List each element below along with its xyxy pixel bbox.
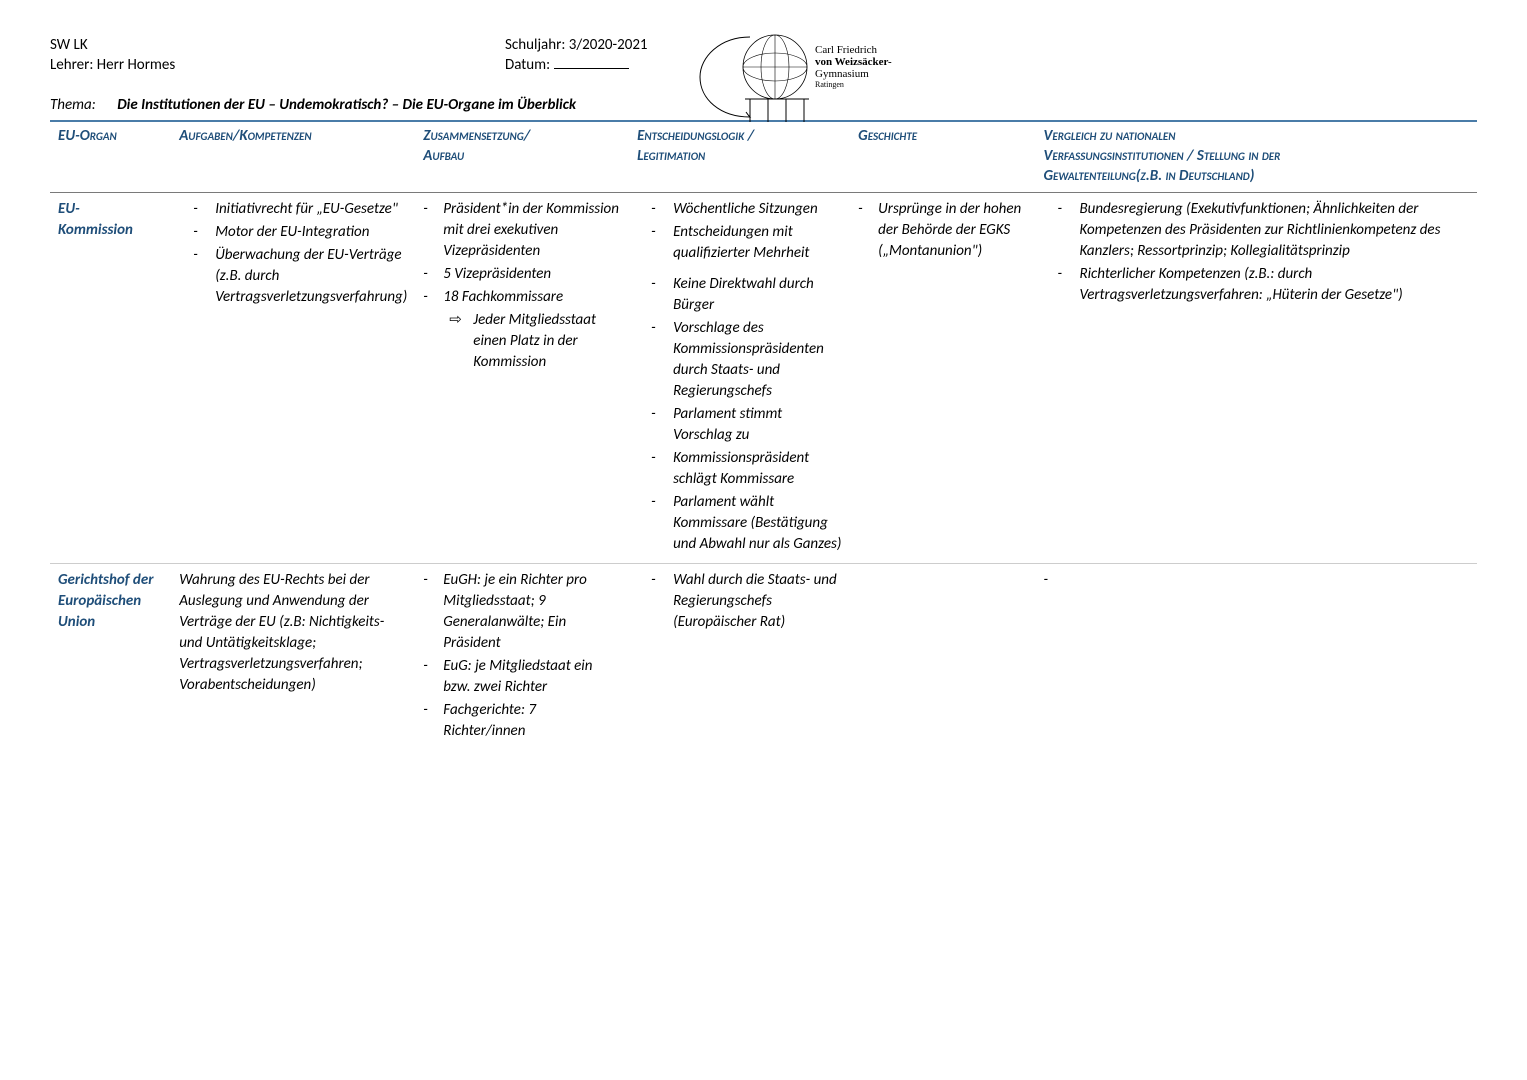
empty-dash [1043, 570, 1469, 591]
list-item: Vorschlage des Kommissionspräsidenten du… [637, 318, 842, 402]
course: SW LK [50, 35, 505, 55]
list-item: Präsident*in der Kommission mit drei exe… [423, 199, 621, 262]
row1-organ-b: Kommission [58, 221, 133, 239]
datum-label: Datum: [505, 56, 550, 74]
logo-text-3: Gymnasium [815, 68, 869, 80]
logo-text-1: Carl Friedrich [815, 44, 878, 56]
list-item: Kommissionspräsident schlägt Kommissare [637, 448, 842, 490]
list-item: Initiativrecht für „EU-Gesetze" [179, 199, 407, 220]
row1-organ: EU- Kommission [50, 193, 171, 564]
list-item: Wahl durch die Staats- und Regierungsche… [637, 570, 842, 633]
table-row: EU- Kommission Initiativrecht für „EU-Ge… [50, 193, 1477, 564]
row2-geschichte [850, 564, 1035, 751]
row1-geschichte: Ursprünge in der hohen der Behörde der E… [850, 193, 1035, 564]
col-header-zusammensetzung: Zusammensetzung/ Aufbau [415, 121, 629, 193]
list-item: Keine Direktwahl durch Bürger [637, 274, 842, 316]
col-header-z-a: Zusammensetzung/ [423, 127, 530, 145]
row1-entscheidung: Wöchentliche Sitzungen Entscheidungen mi… [629, 193, 850, 564]
row1-vergleich: Bundesregierung (Exekutivfunktionen; Ähn… [1035, 193, 1477, 564]
table-row: Gerichtshof der Europäischen Union Wahru… [50, 564, 1477, 751]
row1-aufgaben: Initiativrecht für „EU-Gesetze" Motor de… [171, 193, 415, 564]
datum-blank [554, 68, 629, 69]
meta-left: SW LK Lehrer: Herr Hormes [50, 35, 505, 76]
col-header-e-b: Legitimation [637, 147, 705, 165]
list-item: Entscheidungen mit qualifizierter Mehrhe… [637, 222, 842, 264]
list-item: Ursprünge in der hohen der Behörde der E… [858, 199, 1027, 262]
row1-zusammensetzung: Präsident*in der Kommission mit drei exe… [415, 193, 629, 564]
list-item: Parlament wählt Kommissare (Bestätigung … [637, 492, 842, 555]
col-header-v-c: Gewaltenteilung(z.B. in Deutschland) [1043, 167, 1254, 185]
logo-text-2: von Weizsäcker- [815, 56, 892, 68]
col-header-entscheidung: Entscheidungslogik / Legitimation [629, 121, 850, 193]
list-item: 5 Vizepräsidenten [423, 264, 621, 285]
school-logo: Carl Friedrich von Weizsäcker- Gymnasium… [690, 27, 900, 122]
teacher: Lehrer: Herr Hormes [50, 55, 505, 75]
header-row: EU-Organ Aufgaben/Kompetenzen Zusammense… [50, 121, 1477, 193]
list-item: EuGH: je ein Richter pro Mitgliedsstaat;… [423, 570, 621, 654]
col-header-organ: EU-Organ [50, 121, 171, 193]
list-item: EuG: je Mitgliedstaat ein bzw. zwei Rich… [423, 656, 621, 698]
list-item: Fachgerichte: 7 Richter/innen [423, 700, 621, 742]
logo-text-4: Ratingen [815, 80, 844, 89]
list-item: Überwachung der EU-Verträge (z.B. durch … [179, 245, 407, 308]
row1-organ-a: EU- [58, 200, 80, 218]
list-item: Wöchentliche Sitzungen [637, 199, 842, 220]
list-item: Parlament stimmt Vorschlag zu [637, 404, 842, 446]
thema-text: Die Institutionen der EU – Undemokratisc… [117, 96, 576, 114]
list-item-text: 18 Fachkommissare [443, 288, 563, 306]
col-header-e-a: Entscheidungslogik / [637, 127, 754, 145]
page-header: SW LK Lehrer: Herr Hormes Schuljahr: 3/2… [50, 35, 1477, 114]
col-header-z-b: Aufbau [423, 147, 464, 165]
col-header-vergleich: Vergleich zu nationalen Verfassungsinsti… [1035, 121, 1477, 193]
thema-label: Thema: [50, 96, 96, 114]
list-item: Richterlicher Kompetenzen (z.B.: durch V… [1043, 264, 1469, 306]
col-header-v-b: Verfassungsinstitutionen / Stellung in d… [1043, 147, 1280, 165]
main-table: EU-Organ Aufgaben/Kompetenzen Zusammense… [50, 120, 1477, 751]
row2-zusammensetzung: EuGH: je ein Richter pro Mitgliedsstaat;… [415, 564, 629, 751]
list-item: Bundesregierung (Exekutivfunktionen; Ähn… [1043, 199, 1469, 262]
row2-entscheidung: Wahl durch die Staats- und Regierungsche… [629, 564, 850, 751]
row2-aufgaben: Wahrung des EU-Rechts bei der Auslegung … [171, 564, 415, 751]
col-header-v-a: Vergleich zu nationalen [1043, 127, 1175, 145]
col-header-aufgaben: Aufgaben/Kompetenzen [171, 121, 415, 193]
list-item: Motor der EU-Integration [179, 222, 407, 243]
col-header-geschichte: Geschichte [850, 121, 1035, 193]
list-item: 18 Fachkommissare Jeder Mitgliedsstaat e… [423, 287, 621, 373]
list-sub-item: Jeder Mitgliedsstaat einen Platz in der … [443, 310, 621, 373]
row2-organ: Gerichtshof der Europäischen Union [50, 564, 171, 751]
row2-vergleich [1035, 564, 1477, 751]
